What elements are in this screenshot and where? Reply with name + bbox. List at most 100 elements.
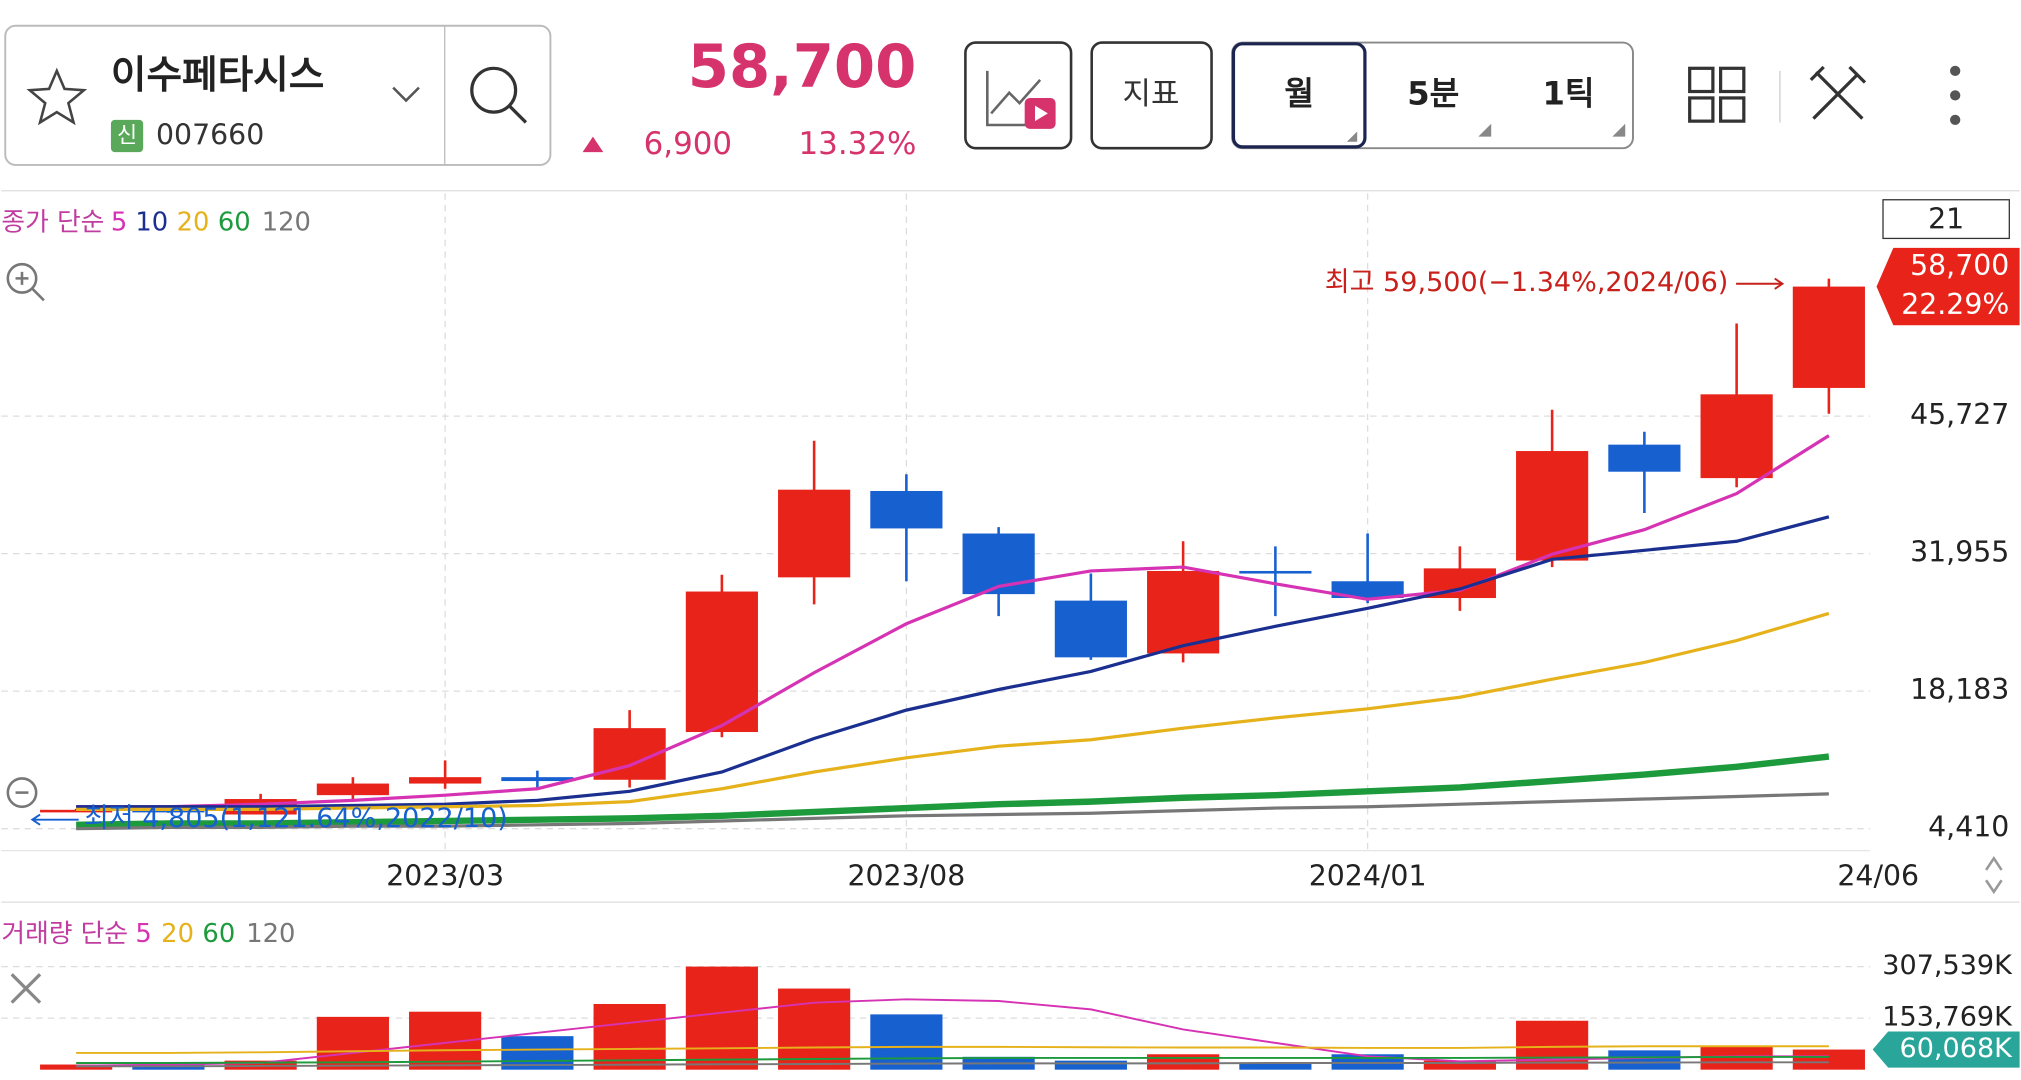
chart-icon xyxy=(986,70,1042,127)
candle-body xyxy=(1792,286,1865,388)
ma-line xyxy=(76,515,1830,809)
badge-bg xyxy=(110,119,144,153)
last-volume-marker xyxy=(1872,1031,2020,1068)
low-annotation: 최저 4,805(1,121.64%,2022/10) xyxy=(84,803,508,834)
volume-bar xyxy=(1239,1063,1312,1070)
x-tick-label: 24/06 xyxy=(1837,860,1919,893)
y-tick-label: 18,183 xyxy=(1910,673,2009,706)
low-arrow xyxy=(30,813,79,826)
x-tick-label: 2023/08 xyxy=(848,860,966,893)
current-price: 58,700 xyxy=(688,32,917,101)
volume-bar xyxy=(1516,1020,1589,1070)
legend-entry: 5 xyxy=(135,919,151,949)
high-annotation: 최고 59,500(−1.34%,2024/06) xyxy=(1325,267,1729,298)
period-option[interactable]: 1틱 xyxy=(1543,74,1595,112)
chart-video-button[interactable] xyxy=(964,41,1073,150)
candle-body xyxy=(962,533,1035,595)
volume-bar xyxy=(1700,1046,1773,1070)
candle-body xyxy=(132,809,205,813)
volume-ma-line xyxy=(76,1055,1829,1064)
volume-ma-line xyxy=(76,1045,1829,1054)
candle-body xyxy=(40,809,113,813)
ma-line xyxy=(76,434,1830,809)
candle-body xyxy=(1054,600,1127,658)
candle-body xyxy=(778,489,851,578)
y-tick-label: 307,539K xyxy=(1882,950,2013,981)
candle-body xyxy=(316,783,389,796)
period-option[interactable]: 월 xyxy=(1284,74,1314,112)
period-corners xyxy=(1346,123,1626,142)
badge: 신 xyxy=(117,124,137,149)
favorite-star[interactable] xyxy=(26,67,88,126)
legend-entry: 5 xyxy=(111,207,127,237)
legend-entry: 120 xyxy=(246,919,295,949)
scale-toggle[interactable] xyxy=(1985,856,2003,895)
layout-icon[interactable] xyxy=(1688,66,1746,123)
legend-entry: 120 xyxy=(262,207,311,237)
period-option[interactable]: 5분 xyxy=(1407,74,1459,112)
candle-body xyxy=(1331,581,1404,599)
stock-code: 007660 xyxy=(156,119,264,152)
indicator-label: 지표 xyxy=(1123,76,1180,112)
more-icon[interactable] xyxy=(1950,65,1961,126)
volume-bar xyxy=(685,966,758,1070)
volume-bar xyxy=(1608,1050,1681,1070)
legend-entry: 20 xyxy=(177,207,210,237)
y-tick-label: 4,410 xyxy=(1928,811,2009,844)
x-tick-label: 2023/03 xyxy=(386,860,504,893)
ma-line xyxy=(76,792,1829,831)
candle-body xyxy=(409,777,482,784)
candle-body xyxy=(685,591,758,733)
ma-line xyxy=(76,611,1830,811)
period-selected[interactable] xyxy=(1231,42,1367,149)
last-price-marker xyxy=(1876,247,2020,326)
period-count: 21 xyxy=(1928,202,1964,235)
ma-legend-title: 종가 단순 xyxy=(1,207,104,237)
candle-body xyxy=(870,490,943,529)
dropdown-chevron[interactable] xyxy=(392,86,420,103)
play-icon xyxy=(1034,105,1048,122)
price-change: 6,900 xyxy=(644,126,733,162)
candle-body xyxy=(1516,451,1589,561)
volume-bar xyxy=(593,1003,666,1070)
close-volume[interactable] xyxy=(10,973,42,1004)
volume-bar xyxy=(1054,1060,1127,1070)
zoom-in[interactable] xyxy=(6,262,45,302)
volume-bar xyxy=(1792,1049,1865,1070)
volume-bar xyxy=(778,988,851,1070)
candle-body xyxy=(1700,394,1773,479)
candle-body xyxy=(1239,570,1312,574)
indicator-button[interactable] xyxy=(1090,41,1213,150)
legend-entry: 10 xyxy=(135,207,168,237)
tools-icon[interactable] xyxy=(1809,65,1867,120)
candle-body xyxy=(501,777,574,782)
legend-entry: 20 xyxy=(161,919,194,949)
volume-bar xyxy=(316,1016,389,1070)
y-tick-label: 45,727 xyxy=(1910,398,2009,431)
period-count-box[interactable] xyxy=(1882,199,2010,240)
volume-bar xyxy=(870,1014,943,1070)
legend-entry: 60 xyxy=(218,207,251,237)
search-handle xyxy=(508,104,528,124)
last-change-label: 22.29% xyxy=(1901,288,2009,321)
x-tick-label: 2024/01 xyxy=(1309,860,1427,893)
candle-body xyxy=(1608,444,1681,472)
volume-ma-line xyxy=(76,1061,1829,1068)
volume-legend-title: 거래량 단순 xyxy=(1,919,128,949)
stock-name: 이수페타시스 xyxy=(111,53,324,98)
zoom-out[interactable] xyxy=(6,777,38,809)
ma-line xyxy=(76,753,1830,829)
last-volume-label: 60,068K xyxy=(1900,1033,2014,1064)
change-percent: 13.32% xyxy=(799,126,917,162)
volume-bar xyxy=(1147,1054,1220,1070)
legend-entry: 60 xyxy=(202,919,235,949)
high-arrow xyxy=(1736,277,1785,290)
volume-bar xyxy=(1423,1060,1496,1070)
y-tick-label: 31,955 xyxy=(1910,536,2009,569)
y-tick-label: 153,769K xyxy=(1882,1002,2013,1033)
up-arrow xyxy=(582,136,604,153)
last-price-label: 58,700 xyxy=(1910,249,2009,282)
search-icon[interactable] xyxy=(470,66,518,114)
